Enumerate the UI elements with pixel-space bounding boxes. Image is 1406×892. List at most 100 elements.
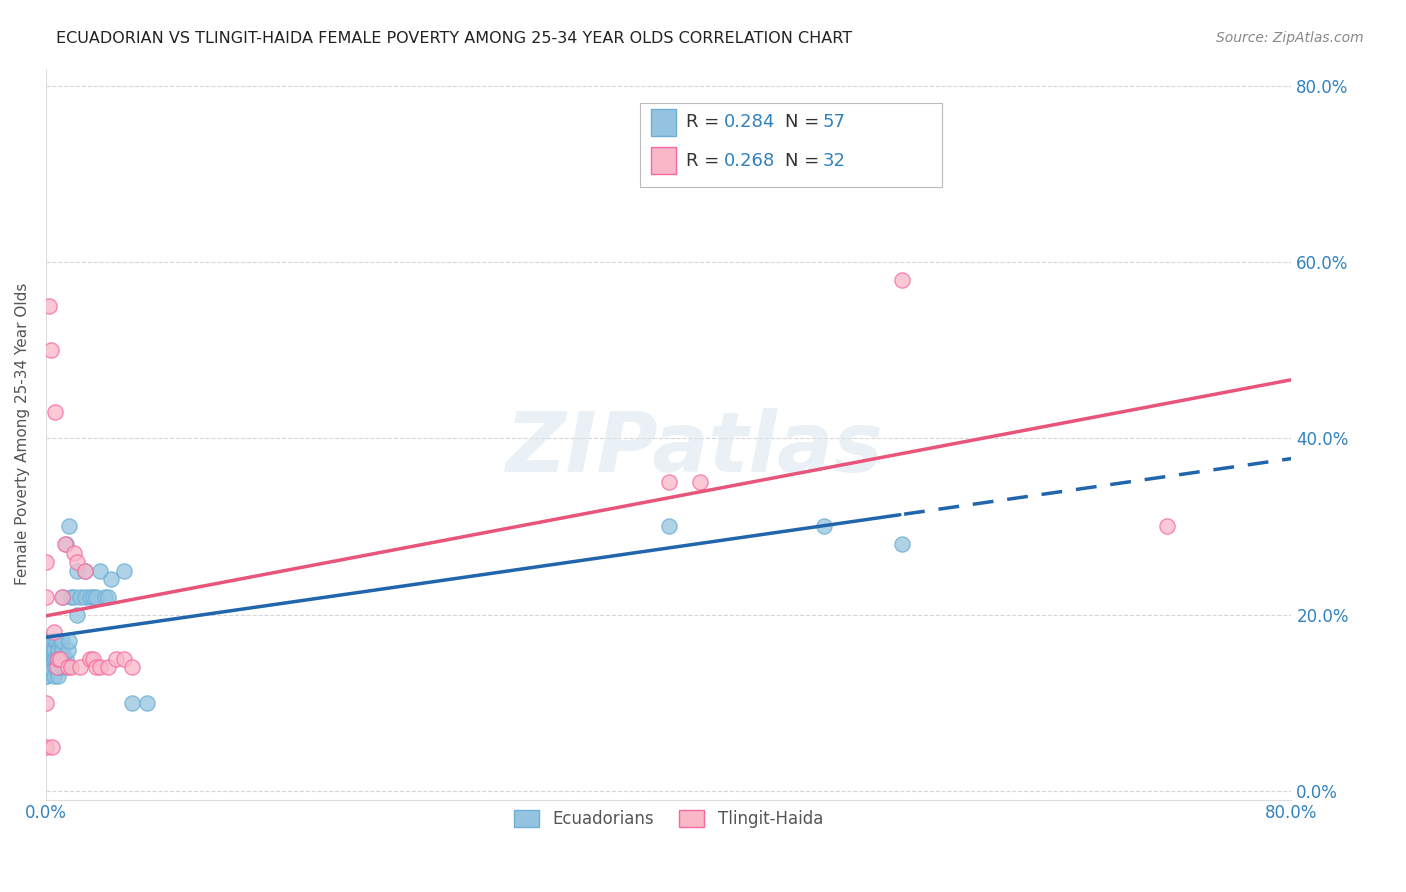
Point xyxy=(84,660,107,674)
Point xyxy=(56,642,79,657)
Point xyxy=(813,519,835,533)
Point xyxy=(41,642,63,657)
Point xyxy=(59,660,82,674)
Text: 0.268: 0.268 xyxy=(724,152,775,169)
Point xyxy=(35,642,58,657)
Point xyxy=(51,590,73,604)
Point xyxy=(45,634,67,648)
Text: 0.284: 0.284 xyxy=(724,113,776,131)
Point xyxy=(658,475,681,490)
Point xyxy=(48,660,70,674)
Text: R =: R = xyxy=(686,113,725,131)
Point xyxy=(49,651,72,665)
Point xyxy=(891,273,914,287)
Text: 57: 57 xyxy=(823,113,845,131)
Text: N =: N = xyxy=(785,113,824,131)
Point xyxy=(38,299,60,313)
Point xyxy=(49,651,72,665)
Point xyxy=(82,651,104,665)
Point xyxy=(35,660,58,674)
Point xyxy=(112,564,135,578)
Point xyxy=(35,651,58,665)
Point xyxy=(41,739,63,754)
Point xyxy=(44,634,66,648)
Point xyxy=(39,651,62,665)
Text: Source: ZipAtlas.com: Source: ZipAtlas.com xyxy=(1216,31,1364,45)
Point xyxy=(35,739,58,754)
Point xyxy=(73,564,96,578)
Point xyxy=(58,519,80,533)
Point xyxy=(59,590,82,604)
Point xyxy=(105,651,128,665)
Point xyxy=(84,590,107,604)
Point xyxy=(42,669,65,683)
Point xyxy=(69,590,91,604)
Point xyxy=(38,660,60,674)
Point xyxy=(79,590,101,604)
Point xyxy=(121,696,143,710)
Point xyxy=(121,660,143,674)
Point xyxy=(39,343,62,358)
Point xyxy=(35,590,58,604)
Point xyxy=(35,642,58,657)
Point xyxy=(55,651,77,665)
Point xyxy=(63,590,86,604)
Point xyxy=(658,519,681,533)
Point xyxy=(112,651,135,665)
Y-axis label: Female Poverty Among 25-34 Year Olds: Female Poverty Among 25-34 Year Olds xyxy=(15,283,30,585)
Point xyxy=(45,651,67,665)
Point xyxy=(42,642,65,657)
Text: ECUADORIAN VS TLINGIT-HAIDA FEMALE POVERTY AMONG 25-34 YEAR OLDS CORRELATION CHA: ECUADORIAN VS TLINGIT-HAIDA FEMALE POVER… xyxy=(56,31,852,46)
Point xyxy=(55,537,77,551)
Point xyxy=(39,634,62,648)
Point xyxy=(44,651,66,665)
Point xyxy=(94,590,117,604)
Point xyxy=(82,590,104,604)
Point xyxy=(56,660,79,674)
Point xyxy=(66,607,89,622)
Point xyxy=(89,660,111,674)
Point xyxy=(35,634,58,648)
Point xyxy=(45,660,67,674)
Text: ZIPatlas: ZIPatlas xyxy=(505,409,883,489)
Point xyxy=(58,634,80,648)
Point xyxy=(69,660,91,674)
Point xyxy=(97,590,120,604)
Point xyxy=(53,537,76,551)
Text: 32: 32 xyxy=(823,152,845,169)
Point xyxy=(35,696,58,710)
Point xyxy=(42,651,65,665)
Point xyxy=(52,651,75,665)
Point xyxy=(48,669,70,683)
Point xyxy=(51,660,73,674)
Point xyxy=(66,564,89,578)
Point xyxy=(44,660,66,674)
Point xyxy=(48,651,70,665)
Point xyxy=(63,546,86,560)
Point xyxy=(100,572,122,586)
Point xyxy=(35,634,58,648)
Legend: Ecuadorians, Tlingit-Haida: Ecuadorians, Tlingit-Haida xyxy=(508,804,830,835)
Text: N =: N = xyxy=(785,152,824,169)
Point xyxy=(51,634,73,648)
Point xyxy=(891,537,914,551)
Point xyxy=(35,669,58,683)
Point xyxy=(48,642,70,657)
Point xyxy=(73,564,96,578)
Point xyxy=(97,660,120,674)
Point xyxy=(73,590,96,604)
Point xyxy=(42,625,65,640)
Point xyxy=(89,564,111,578)
Point xyxy=(51,642,73,657)
Point xyxy=(1156,519,1178,533)
Point xyxy=(35,555,58,569)
Point xyxy=(38,642,60,657)
Point xyxy=(689,475,711,490)
Point xyxy=(79,651,101,665)
Point xyxy=(136,696,159,710)
Point xyxy=(66,555,89,569)
Point xyxy=(53,660,76,674)
Point xyxy=(44,405,66,419)
Text: R =: R = xyxy=(686,152,725,169)
Point xyxy=(49,634,72,648)
